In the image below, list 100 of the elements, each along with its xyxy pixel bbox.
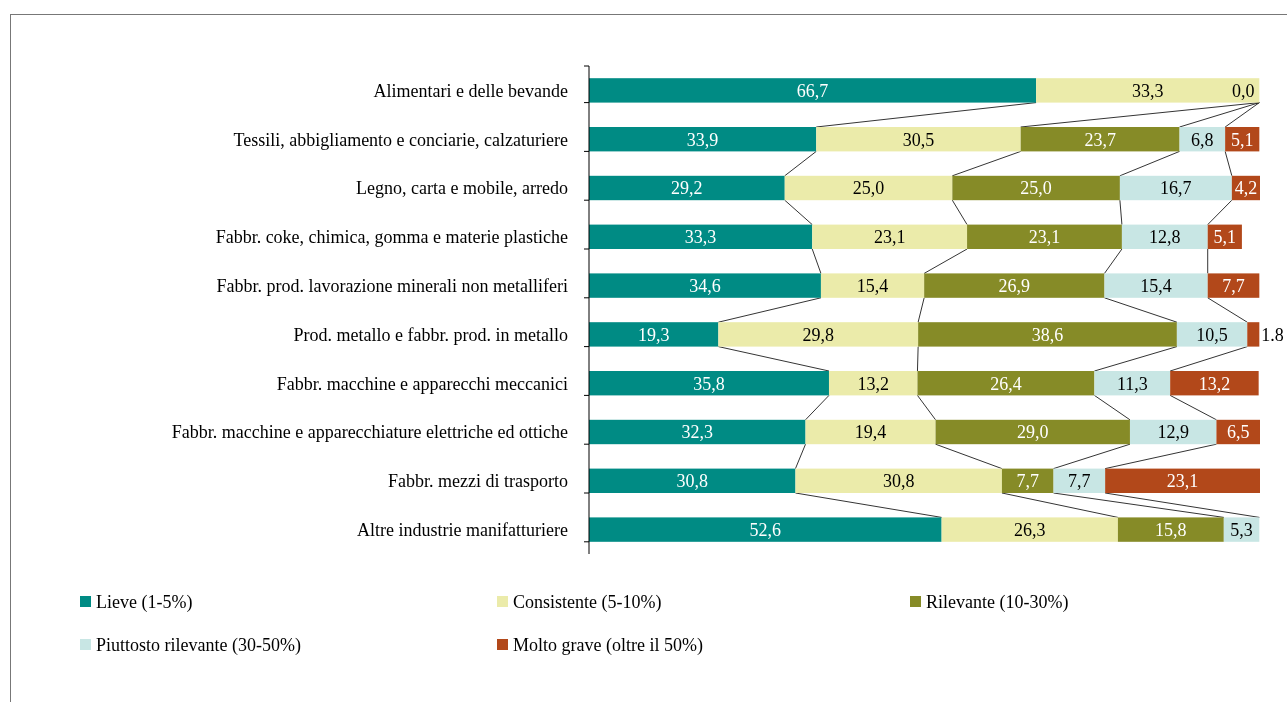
bar <box>795 468 1002 493</box>
bar <box>1119 175 1232 201</box>
bar <box>589 224 813 249</box>
y-tick-label: Prod. metallo e fabbr. prod. in metallo <box>293 324 568 345</box>
data-label: 29,0 <box>1017 422 1049 443</box>
y-tick-label: Fabbr. macchine e apparecchi meccanici <box>276 373 568 394</box>
data-label: 5,1 <box>1213 227 1237 248</box>
data-label: 15,4 <box>1140 275 1172 296</box>
bar <box>1176 322 1248 347</box>
data-label: 19,3 <box>637 324 670 345</box>
bar <box>589 175 785 201</box>
bar <box>718 322 919 347</box>
bar <box>589 322 719 347</box>
bar <box>589 371 829 396</box>
data-label: 15,8 <box>1155 519 1187 540</box>
y-tick-label: Fabbr. mezzi di trasporto <box>388 471 568 492</box>
bar <box>1247 322 1260 347</box>
data-label: 23,1 <box>873 227 906 248</box>
data-label: 7,7 <box>1068 471 1091 492</box>
bar <box>1117 517 1224 542</box>
data-label: 29,8 <box>802 324 834 345</box>
y-tick-label: Alimentari e delle bevande <box>373 80 568 101</box>
bar <box>952 175 1120 201</box>
data-label: 5,3 <box>1230 519 1253 540</box>
data-label: 13,2 <box>857 373 889 394</box>
data-label: 12,8 <box>1149 227 1181 248</box>
data-label: 10,5 <box>1196 324 1228 345</box>
data-label: 4,2 <box>1234 178 1258 199</box>
bar <box>816 127 1021 152</box>
bar <box>589 127 817 152</box>
data-label: 29,2 <box>671 178 703 199</box>
data-label: 0,0 <box>1232 80 1255 101</box>
legend-label: Piuttosto rilevante (30-50%) <box>96 635 301 657</box>
data-label: 13,2 <box>1198 373 1231 394</box>
bar <box>1001 468 1054 493</box>
bar <box>1020 127 1180 152</box>
data-label: 11,3 <box>1116 373 1148 394</box>
data-label: 7,7 <box>1016 471 1039 492</box>
data-label: 26,9 <box>998 275 1031 296</box>
bar <box>1036 78 1260 103</box>
bar <box>784 175 953 201</box>
data-label: 35,8 <box>693 373 725 394</box>
bar <box>589 78 1037 103</box>
bar <box>589 273 821 298</box>
data-label: 25,0 <box>1020 178 1052 199</box>
data-label: 33,3 <box>1131 80 1164 101</box>
bar <box>1207 273 1260 298</box>
bar <box>935 419 1130 445</box>
data-label: 7,7 <box>1222 275 1245 296</box>
data-label: 23,1 <box>1166 471 1199 492</box>
data-label: 66,7 <box>796 80 829 101</box>
data-label: 32,3 <box>681 422 714 443</box>
data-label: 34,6 <box>689 275 721 296</box>
y-tick-label: Legno, carta e mobile, arredo <box>356 178 568 199</box>
data-label: 1.8 <box>1261 324 1284 345</box>
data-label: 16,7 <box>1160 178 1192 199</box>
legend-label: Lieve (1-5%) <box>96 592 193 614</box>
bar <box>941 517 1118 542</box>
bar <box>805 419 936 445</box>
y-tick-label: Tessili, abbigliamento e conciarie, calzaturiere <box>233 129 568 150</box>
data-label: 6,8 <box>1191 129 1214 150</box>
bar <box>820 273 925 298</box>
bar <box>589 468 796 493</box>
data-label: 25,0 <box>852 178 885 199</box>
y-tick-label: Fabbr. macchine e apparecchiature elettriche ed ottiche <box>171 422 568 443</box>
bar <box>1170 371 1259 396</box>
data-label: 30,8 <box>676 471 708 492</box>
data-label: 52,6 <box>749 519 782 540</box>
data-label: 23,7 <box>1084 129 1116 150</box>
data-label: 26,3 <box>1013 519 1046 540</box>
y-tick-label: Fabbr. coke, chimica, gomma e materie plastiche <box>215 227 569 248</box>
data-label: 6,5 <box>1226 422 1250 443</box>
legend-label: Consistente (5-10%) <box>513 592 662 614</box>
legend-label: Molto grave (oltre il 50%) <box>513 635 703 657</box>
bar <box>1121 224 1208 249</box>
data-label: 26,4 <box>990 373 1022 394</box>
data-label: 12,9 <box>1157 422 1189 443</box>
data-label: 30,8 <box>882 471 915 492</box>
bar <box>589 419 806 445</box>
data-label: 15,4 <box>856 275 889 296</box>
bar <box>1104 273 1208 298</box>
legend-label: Rilevante (10-30%) <box>926 592 1069 614</box>
bar <box>924 273 1105 298</box>
y-tick-label: Fabbr. prod. lavorazione minerali non metalliferi <box>216 275 568 296</box>
bar <box>1105 468 1260 493</box>
bar <box>917 371 1095 396</box>
bar <box>828 371 918 396</box>
data-label: 5,1 <box>1230 129 1254 150</box>
data-label: 38,6 <box>1031 324 1064 345</box>
bar <box>918 322 1177 347</box>
data-label: 23,1 <box>1028 227 1061 248</box>
bar <box>589 517 942 542</box>
bar <box>1094 371 1171 396</box>
data-label: 33,9 <box>686 129 719 150</box>
data-label: 30,5 <box>902 129 935 150</box>
y-tick-label: Altre industrie manifatturiere <box>357 519 569 540</box>
bar <box>967 224 1122 249</box>
data-label: 33,3 <box>684 227 717 248</box>
data-label: 19,4 <box>854 422 887 443</box>
bar <box>812 224 968 249</box>
